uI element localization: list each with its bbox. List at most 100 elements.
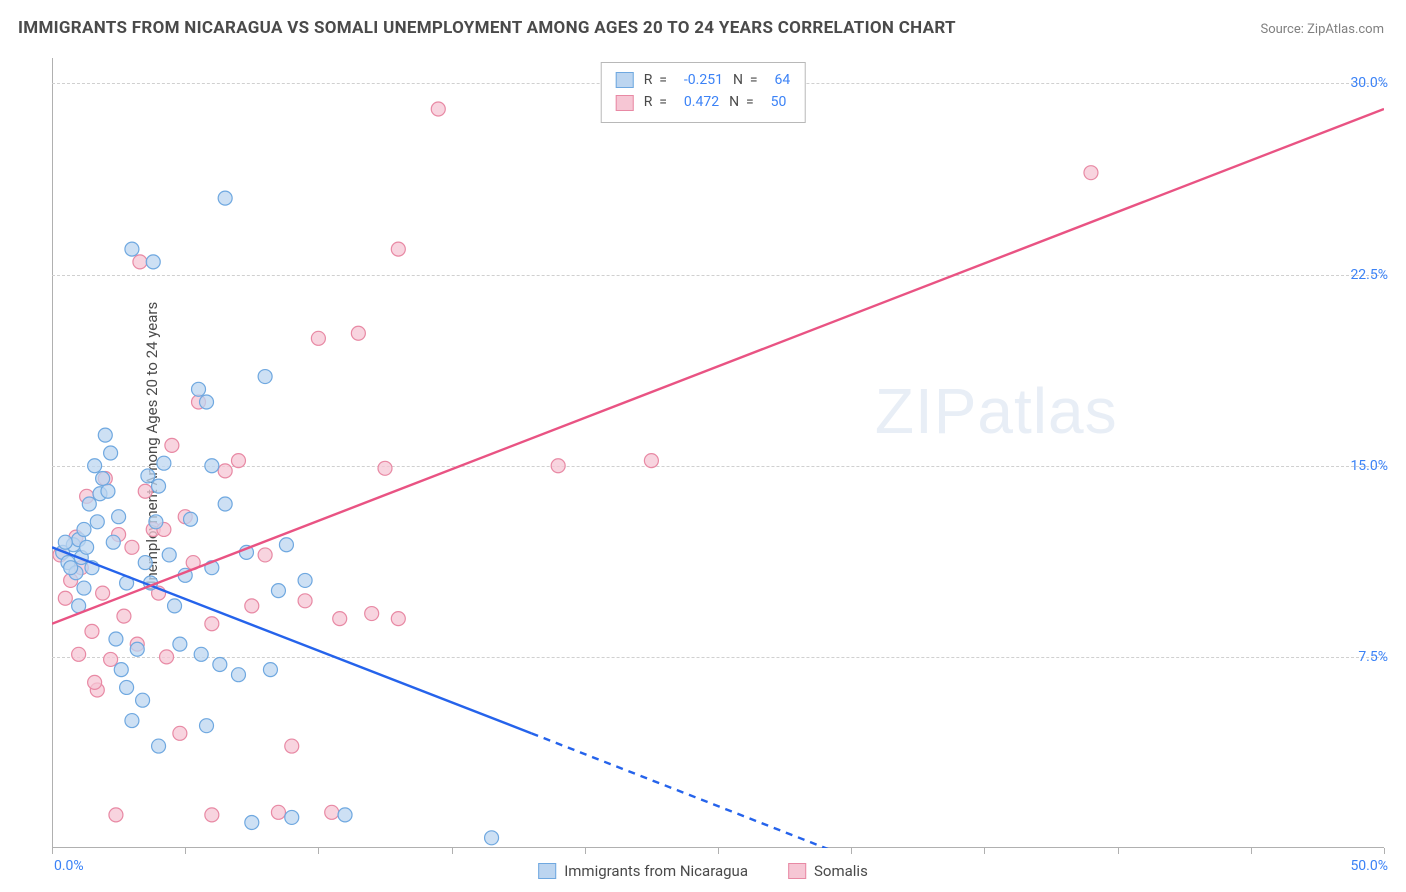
data-point [125, 714, 139, 728]
data-point [644, 454, 658, 468]
data-point [157, 456, 171, 470]
data-point [136, 693, 150, 707]
data-point [298, 594, 312, 608]
data-point [64, 561, 78, 575]
legend-row-nicaragua: R = -0.251 N = 64 [616, 69, 791, 91]
x-tick [984, 848, 985, 854]
data-point [152, 479, 166, 493]
chart-title: IMMIGRANTS FROM NICARAGUA VS SOMALI UNEM… [18, 18, 956, 38]
data-point [146, 255, 160, 269]
legend-r-label: R = [644, 69, 674, 91]
x-tick [585, 848, 586, 854]
data-point [98, 428, 112, 442]
series-legend: Immigrants from Nicaragua Somalis [538, 862, 868, 880]
data-point [263, 663, 277, 677]
data-point [80, 540, 94, 554]
data-point [218, 191, 232, 205]
data-point [325, 805, 339, 819]
data-point [551, 459, 565, 473]
data-point [101, 484, 115, 498]
data-point [378, 461, 392, 475]
data-point [77, 581, 91, 595]
data-point [311, 331, 325, 345]
legend-item-nicaragua: Immigrants from Nicaragua [538, 862, 748, 880]
x-tick [52, 848, 53, 854]
data-point [168, 599, 182, 613]
x-tick [1251, 848, 1252, 854]
x-tick [185, 848, 186, 854]
chart-svg [52, 58, 1384, 848]
data-point [96, 586, 110, 600]
x-tick [1384, 848, 1385, 854]
data-point [365, 607, 379, 621]
data-point [231, 454, 245, 468]
data-point [77, 522, 91, 536]
data-point [88, 459, 102, 473]
data-point [82, 497, 96, 511]
trend-line [52, 109, 1384, 624]
legend-swatch-somali [616, 95, 634, 111]
data-point [58, 591, 72, 605]
x-tick-label-end: 50.0% [1350, 858, 1388, 874]
legend-r-somali: 0.472 [684, 91, 719, 113]
plot-area: ZIPatlas 7.5%15.0%22.5%30.0%0.0%50.0% [52, 58, 1384, 848]
x-tick [452, 848, 453, 854]
data-point [85, 624, 99, 638]
data-point [231, 668, 245, 682]
data-point [125, 540, 139, 554]
legend-bottom-label-somali: Somalis [814, 862, 868, 880]
x-tick [851, 848, 852, 854]
x-tick [1118, 848, 1119, 854]
data-point [271, 584, 285, 598]
data-point [205, 617, 219, 631]
data-point [184, 512, 198, 526]
data-point [120, 680, 134, 694]
data-point [104, 652, 118, 666]
x-tick [318, 848, 319, 854]
source-label: Source: [1260, 22, 1307, 37]
data-point [205, 808, 219, 822]
data-point [338, 808, 352, 822]
correlation-legend: R = -0.251 N = 64 R = 0.472 N = 50 [601, 62, 806, 123]
legend-bottom-swatch-nicaragua [538, 863, 556, 879]
source-attribution: Source: ZipAtlas.com [1260, 22, 1384, 37]
data-point [112, 510, 126, 524]
data-point [271, 805, 285, 819]
data-point [152, 739, 166, 753]
data-point [200, 395, 214, 409]
data-point [138, 484, 152, 498]
data-point [200, 719, 214, 733]
data-point [109, 808, 123, 822]
data-point [149, 515, 163, 529]
data-point [125, 242, 139, 256]
legend-n-nicaragua: 64 [775, 69, 791, 91]
data-point [285, 810, 299, 824]
legend-n-label: N = [729, 91, 761, 113]
data-point [391, 242, 405, 256]
data-point [88, 675, 102, 689]
data-point [96, 471, 110, 485]
data-point [279, 538, 293, 552]
data-point [391, 612, 405, 626]
data-point [218, 464, 232, 478]
data-point [133, 255, 147, 269]
legend-n-label: N = [733, 69, 765, 91]
data-point [114, 663, 128, 677]
data-point [192, 382, 206, 396]
data-point [173, 726, 187, 740]
data-point [258, 548, 272, 562]
data-point [141, 469, 155, 483]
legend-r-label: R = [644, 91, 674, 113]
data-point [1084, 166, 1098, 180]
trend-line [52, 547, 532, 733]
data-point [138, 556, 152, 570]
data-point [333, 612, 347, 626]
data-point [213, 658, 227, 672]
data-point [173, 637, 187, 651]
data-point [58, 535, 72, 549]
data-point [162, 548, 176, 562]
data-point [130, 642, 144, 656]
legend-r-nicaragua: -0.251 [684, 69, 723, 91]
data-point [485, 831, 499, 845]
source-site: ZipAtlas.com [1307, 22, 1384, 37]
